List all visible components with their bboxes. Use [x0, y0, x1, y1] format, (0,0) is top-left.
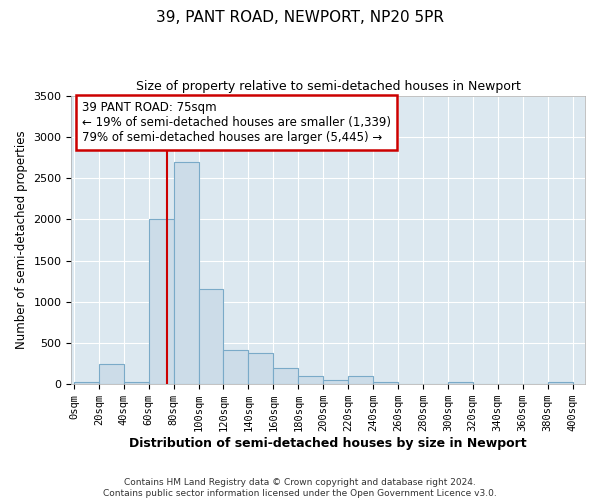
Title: Size of property relative to semi-detached houses in Newport: Size of property relative to semi-detach… — [136, 80, 521, 93]
Y-axis label: Number of semi-detached properties: Number of semi-detached properties — [15, 130, 28, 349]
Bar — [199, 290, 223, 384]
Bar — [173, 162, 199, 384]
Bar — [274, 368, 298, 384]
Text: 39 PANT ROAD: 75sqm
← 19% of semi-detached houses are smaller (1,339)
79% of sem: 39 PANT ROAD: 75sqm ← 19% of semi-detach… — [82, 102, 391, 144]
Text: Contains HM Land Registry data © Crown copyright and database right 2024.
Contai: Contains HM Land Registry data © Crown c… — [103, 478, 497, 498]
Bar — [298, 376, 323, 384]
Bar — [99, 364, 124, 384]
Bar — [223, 350, 248, 384]
Bar — [124, 382, 149, 384]
Bar — [348, 376, 373, 384]
Bar — [548, 382, 572, 384]
X-axis label: Distribution of semi-detached houses by size in Newport: Distribution of semi-detached houses by … — [130, 437, 527, 450]
Bar — [323, 380, 348, 384]
Bar — [448, 382, 473, 384]
Bar — [373, 382, 398, 384]
Bar — [149, 220, 173, 384]
Text: 39, PANT ROAD, NEWPORT, NP20 5PR: 39, PANT ROAD, NEWPORT, NP20 5PR — [156, 10, 444, 25]
Bar — [248, 353, 274, 384]
Bar — [74, 382, 99, 384]
